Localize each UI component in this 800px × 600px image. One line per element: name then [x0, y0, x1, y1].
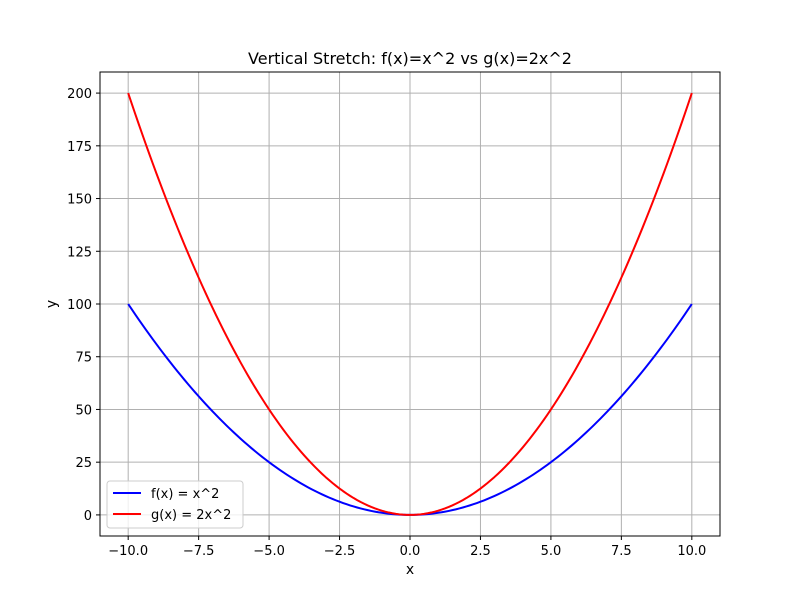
- y-tick-label: 150: [67, 193, 92, 208]
- x-axis: −10.0 −7.5 −5.0 −2.5 0.0 2.5 5.0 7.5 10.0: [108, 536, 706, 559]
- x-tick-label: 0.0: [400, 544, 421, 559]
- y-tick-label: 175: [67, 140, 92, 155]
- y-axis-label: y: [44, 300, 60, 308]
- x-tick-label: −7.5: [183, 544, 215, 559]
- series-layer: [127, 92, 693, 516]
- x-axis-label: x: [406, 562, 414, 578]
- x-tick-label: −5.0: [253, 544, 285, 559]
- x-tick-label: 5.0: [541, 544, 562, 559]
- y-axis: 0 25 50 75 100 125 150 175 200: [67, 87, 100, 524]
- chart-title: Vertical Stretch: f(x)=x^2 vs g(x)=2x^2: [248, 49, 572, 68]
- x-tick-label: −10.0: [108, 544, 148, 559]
- x-tick-label: 2.5: [470, 544, 491, 559]
- y-tick-label: 25: [75, 456, 92, 471]
- y-tick-label: 100: [67, 298, 92, 313]
- y-tick-label: 125: [67, 245, 92, 260]
- y-tick-label: 200: [67, 87, 92, 102]
- legend: f(x) = x^2 g(x) = 2x^2: [106, 480, 244, 529]
- legend-label-f: f(x) = x^2: [151, 487, 219, 502]
- x-tick-label: −2.5: [324, 544, 356, 559]
- y-tick-label: 0: [84, 509, 92, 524]
- series-line-1: [127, 92, 693, 516]
- x-tick-label: 10.0: [677, 544, 706, 559]
- y-tick-label: 50: [75, 403, 92, 418]
- y-tick-label: 75: [75, 351, 92, 366]
- x-tick-label: 7.5: [611, 544, 632, 559]
- legend-label-g: g(x) = 2x^2: [151, 508, 231, 523]
